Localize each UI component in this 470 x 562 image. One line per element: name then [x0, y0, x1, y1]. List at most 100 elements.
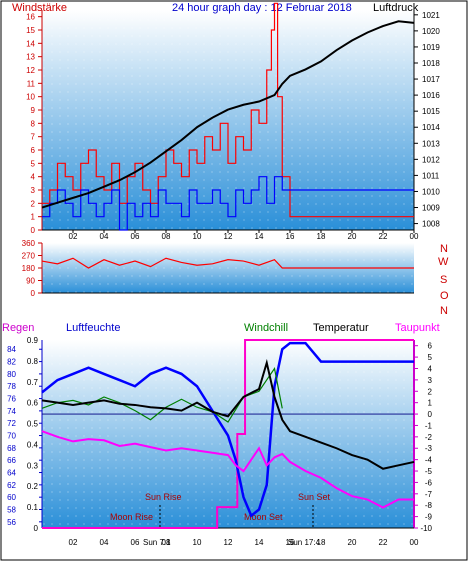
wind-y-tick-label: 14 — [26, 39, 35, 48]
wind-y-tick-label: 5 — [31, 159, 36, 168]
x-tick-label-top: 02 — [69, 232, 78, 241]
x-tick-label-top: 20 — [348, 232, 357, 241]
temp-y-tick-label: -3 — [425, 444, 433, 453]
dir-y-tick-label: 0 — [31, 289, 36, 298]
temp-y-tick-label: 6 — [428, 342, 433, 351]
rain-y-tick-label: 0.9 — [27, 336, 39, 345]
x-tick-label-bottom: 02 — [69, 538, 78, 547]
humidity-y-tick-label: 82 — [7, 358, 16, 367]
rain-y-tick-label: 0.7 — [27, 378, 39, 387]
pressure-axis-title: Luftdruck — [373, 2, 419, 14]
sun-set-label: Sun Set — [298, 492, 331, 502]
series-taupunkt — [41, 430, 414, 509]
rain-y-tick-label: 0 — [34, 524, 39, 533]
wind-y-tick-label: 8 — [31, 119, 36, 128]
series-temperatur — [41, 358, 415, 470]
x-tick-label-bottom: 14 — [255, 538, 264, 547]
temp-y-tick-label: -7 — [425, 490, 433, 499]
compass-n-top: N — [440, 243, 448, 255]
x-tick-label-bottom: 06 — [131, 538, 140, 547]
compass-o: O — [440, 290, 449, 302]
rain-y-tick-label: 0.5 — [27, 420, 39, 429]
temp-y-tick-label: 2 — [428, 387, 433, 396]
series-luftfeuchte — [41, 341, 414, 518]
x-tick-label-top: 08 — [162, 232, 171, 241]
temp-y-tick-label: 0 — [428, 410, 433, 419]
temperature-legend: Temperatur — [313, 322, 369, 334]
dir-y-tick-label: 90 — [26, 277, 35, 286]
moon-rise-label: Moon Rise — [110, 512, 153, 522]
pressure-y-tick-label: 1016 — [422, 91, 440, 100]
x-tick-label-bottom: 22 — [379, 538, 388, 547]
rain-y-tick-label: 0.8 — [27, 357, 39, 366]
rain-y-tick-label: 0.3 — [27, 461, 39, 470]
x-tick-label-bottom: 16 — [286, 538, 295, 547]
wind-y-tick-label: 7 — [31, 133, 36, 142]
wind-y-tick-label: 16 — [26, 13, 35, 22]
humidity-y-tick-label: 66 — [7, 456, 16, 465]
humidity-y-tick-label: 56 — [7, 518, 16, 527]
rain-y-tick-label: 0.6 — [27, 399, 39, 408]
x-tick-label-top: 06 — [131, 232, 140, 241]
pressure-y-tick-label: 1015 — [422, 107, 440, 116]
pressure-y-tick-label: 1018 — [422, 59, 440, 68]
wind-y-tick-label: 2 — [31, 199, 36, 208]
x-tick-label-bottom: 10 — [193, 538, 202, 547]
pressure-y-tick-label: 1011 — [422, 171, 440, 180]
compass-s: S — [440, 274, 447, 286]
temp-y-tick-label: 5 — [428, 353, 433, 362]
temp-y-tick-label: -2 — [425, 433, 433, 442]
humidity-y-tick-label: 74 — [7, 407, 16, 416]
sun-rise-time: Sun 7:1 — [143, 538, 171, 547]
temp-y-tick-label: -8 — [425, 501, 433, 510]
pressure-y-tick-label: 1019 — [422, 43, 440, 52]
pressure-y-tick-label: 1008 — [422, 220, 440, 229]
series-boeen — [42, 176, 414, 231]
dir-y-tick-label: 360 — [22, 239, 36, 248]
pressure-y-tick-label: 1017 — [422, 75, 440, 84]
compass-w: W — [438, 256, 449, 268]
wind-y-tick-label: 4 — [31, 173, 36, 182]
wind-y-tick-label: 10 — [26, 93, 35, 102]
temp-y-tick-label: -10 — [420, 524, 432, 533]
wind-y-tick-label: 11 — [27, 79, 36, 88]
windchill-legend: Windchill — [244, 322, 288, 334]
temp-y-tick-label: 1 — [428, 399, 433, 408]
series-windstaerke — [42, 2, 414, 218]
wind-y-tick-label: 12 — [26, 66, 35, 75]
x-tick-label-bottom: 12 — [224, 538, 233, 547]
temp-y-tick-label: -4 — [425, 456, 433, 465]
sun-set-time: Sun 17:4 — [288, 538, 321, 547]
x-tick-label-bottom: 20 — [348, 538, 357, 547]
sun-rise-label: Sun Rise — [145, 492, 182, 502]
moon-set-label: Moon Set — [244, 512, 283, 522]
dir-y-tick-label: 180 — [22, 264, 36, 273]
x-tick-label-top: 10 — [193, 232, 202, 241]
humidity-legend: Luftfeuchte — [66, 322, 120, 334]
temp-y-tick-label: 3 — [428, 376, 433, 385]
series-regen — [42, 339, 414, 529]
dir-y-tick-label: 270 — [22, 252, 36, 261]
rain-legend: Regen — [2, 322, 34, 334]
series-luftdruck — [41, 20, 415, 209]
rain-y-tick-label: 0.2 — [27, 482, 39, 491]
humidity-y-tick-label: 70 — [7, 432, 16, 441]
x-tick-label-bottom: 08 — [162, 538, 171, 547]
humidity-y-tick-label: 60 — [7, 493, 16, 502]
humidity-y-tick-label: 62 — [7, 481, 16, 490]
x-tick-label-top: 22 — [379, 232, 388, 241]
humidity-y-tick-label: 58 — [7, 506, 16, 515]
x-tick-label-bottom: 04 — [100, 538, 109, 547]
x-tick-label-top: 04 — [100, 232, 109, 241]
graph-title: 24 hour graph day : 12 Februar 2018 — [172, 2, 352, 14]
humidity-y-tick-label: 72 — [7, 419, 16, 428]
x-tick-label-top: 14 — [255, 232, 264, 241]
wind-axis-title: Windstärke — [12, 2, 67, 14]
wind-y-tick-label: 9 — [31, 106, 36, 115]
temp-y-tick-label: -5 — [425, 467, 433, 476]
dewpoint-legend: Taupunkt — [395, 322, 440, 334]
wind-y-tick-label: 3 — [31, 186, 36, 195]
